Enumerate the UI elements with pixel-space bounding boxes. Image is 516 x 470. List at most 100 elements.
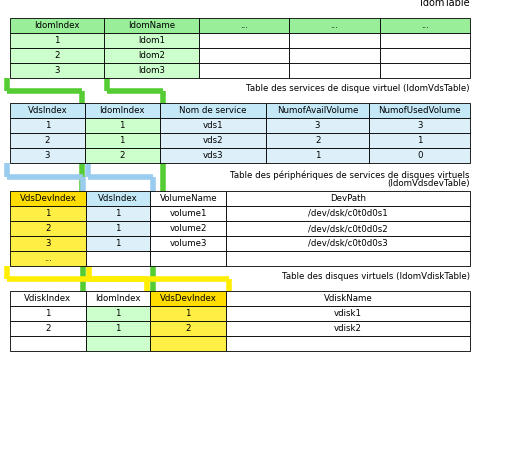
Text: ldom3: ldom3 — [138, 66, 165, 75]
Bar — [369, 103, 470, 118]
Text: 1: 1 — [116, 224, 121, 233]
Bar — [150, 251, 226, 266]
Bar — [369, 148, 470, 163]
Bar — [85, 133, 159, 148]
Bar — [289, 18, 380, 33]
Bar — [226, 251, 470, 266]
Text: 1: 1 — [116, 324, 121, 333]
Bar — [85, 118, 159, 133]
Text: (IdomVdsdevTable): (IdomVdsdevTable) — [388, 179, 470, 188]
Bar — [159, 118, 266, 133]
Text: /dev/dsk/c0t0d0s3: /dev/dsk/c0t0d0s3 — [308, 239, 388, 248]
Bar — [10, 63, 104, 78]
Bar — [10, 321, 86, 336]
Bar — [226, 236, 470, 251]
Text: ...: ... — [44, 254, 52, 263]
Text: 2: 2 — [185, 324, 191, 333]
Bar — [10, 148, 85, 163]
Bar — [85, 103, 159, 118]
Text: /dev/dsk/c0t0d0s1: /dev/dsk/c0t0d0s1 — [308, 209, 388, 218]
Bar — [86, 291, 150, 306]
Bar — [369, 118, 470, 133]
Text: volume3: volume3 — [169, 239, 207, 248]
Bar — [380, 18, 470, 33]
Bar — [10, 291, 86, 306]
Text: 2: 2 — [44, 136, 50, 145]
Text: ldom2: ldom2 — [138, 51, 165, 60]
Bar — [199, 48, 289, 63]
Bar — [150, 291, 226, 306]
Bar — [10, 236, 86, 251]
Text: volume1: volume1 — [169, 209, 207, 218]
Bar — [86, 221, 150, 236]
Bar — [226, 306, 470, 321]
Bar — [10, 221, 86, 236]
Text: 3: 3 — [54, 66, 60, 75]
Text: IdomName: IdomName — [128, 21, 175, 30]
Text: VdsIndex: VdsIndex — [27, 106, 67, 115]
Bar — [10, 206, 86, 221]
Bar — [86, 206, 150, 221]
Bar — [226, 206, 470, 221]
Text: /dev/dsk/c0t0d0s2: /dev/dsk/c0t0d0s2 — [308, 224, 388, 233]
Text: VolumeName: VolumeName — [159, 194, 217, 203]
Bar — [226, 221, 470, 236]
Bar — [289, 48, 380, 63]
Bar — [289, 33, 380, 48]
Text: 2: 2 — [315, 136, 320, 145]
Text: 3: 3 — [315, 121, 320, 130]
Bar — [86, 191, 150, 206]
Bar — [150, 221, 226, 236]
Text: vds3: vds3 — [202, 151, 223, 160]
Bar — [226, 291, 470, 306]
Text: 1: 1 — [45, 309, 51, 318]
Text: ...: ... — [240, 21, 248, 30]
Text: vdisk2: vdisk2 — [334, 324, 362, 333]
Bar — [85, 148, 159, 163]
Text: 1: 1 — [417, 136, 423, 145]
Bar — [226, 191, 470, 206]
Bar — [369, 133, 470, 148]
Bar — [150, 321, 226, 336]
Text: 1: 1 — [54, 36, 60, 45]
Bar — [159, 133, 266, 148]
Text: vds1: vds1 — [202, 121, 223, 130]
Bar — [266, 148, 369, 163]
Text: 2: 2 — [45, 224, 51, 233]
Bar — [86, 236, 150, 251]
Bar — [199, 18, 289, 33]
Text: 1: 1 — [119, 136, 125, 145]
Text: 3: 3 — [417, 121, 423, 130]
Bar — [104, 18, 199, 33]
Bar — [86, 251, 150, 266]
Bar — [226, 321, 470, 336]
Text: IdomTable: IdomTable — [421, 0, 470, 8]
Bar — [104, 48, 199, 63]
Bar — [10, 118, 85, 133]
Bar — [10, 251, 86, 266]
Bar — [380, 33, 470, 48]
Text: ldom1: ldom1 — [138, 36, 165, 45]
Bar — [104, 63, 199, 78]
Text: Table des services de disque virtuel (IdomVdsTable): Table des services de disque virtuel (Id… — [247, 84, 470, 93]
Bar — [86, 306, 150, 321]
Text: IdomIndex: IdomIndex — [100, 106, 145, 115]
Text: VdsDevIndex: VdsDevIndex — [20, 194, 76, 203]
Bar — [150, 306, 226, 321]
Text: 1: 1 — [45, 209, 51, 218]
Text: 1: 1 — [116, 309, 121, 318]
Text: VdiskIndex: VdiskIndex — [24, 294, 72, 303]
Bar — [10, 306, 86, 321]
Text: 3: 3 — [45, 239, 51, 248]
Text: DevPath: DevPath — [330, 194, 366, 203]
Bar — [10, 133, 85, 148]
Text: IdomIndex: IdomIndex — [95, 294, 141, 303]
Text: ...: ... — [421, 21, 429, 30]
Bar — [10, 191, 86, 206]
Bar — [10, 103, 85, 118]
Text: ...: ... — [331, 21, 338, 30]
Text: 2: 2 — [119, 151, 125, 160]
Text: NumofUsedVolume: NumofUsedVolume — [378, 106, 461, 115]
Text: VdsDevIndex: VdsDevIndex — [160, 294, 217, 303]
Text: 2: 2 — [54, 51, 60, 60]
